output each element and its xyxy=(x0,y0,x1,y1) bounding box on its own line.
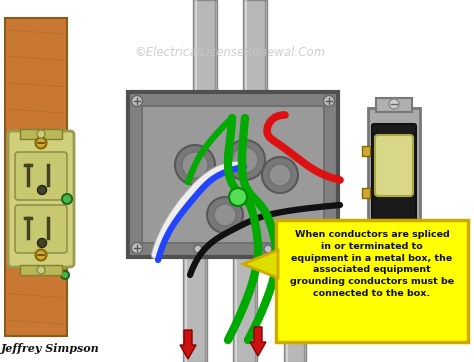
Circle shape xyxy=(232,147,258,173)
FancyBboxPatch shape xyxy=(368,108,420,256)
Circle shape xyxy=(389,99,399,109)
Circle shape xyxy=(358,231,368,241)
FancyBboxPatch shape xyxy=(375,135,413,196)
Circle shape xyxy=(36,138,46,148)
Circle shape xyxy=(225,140,265,180)
FancyBboxPatch shape xyxy=(8,131,74,267)
FancyBboxPatch shape xyxy=(243,0,267,100)
Circle shape xyxy=(36,249,46,261)
Circle shape xyxy=(262,157,298,193)
Circle shape xyxy=(390,222,398,230)
Text: ©ElectricalLicenseRenewal.Com: ©ElectricalLicenseRenewal.Com xyxy=(134,46,326,59)
FancyBboxPatch shape xyxy=(142,106,324,243)
Circle shape xyxy=(37,130,45,138)
Circle shape xyxy=(389,254,399,264)
Circle shape xyxy=(62,194,72,204)
Circle shape xyxy=(61,271,69,279)
Circle shape xyxy=(194,245,202,253)
Circle shape xyxy=(323,96,335,106)
Circle shape xyxy=(214,204,236,226)
FancyBboxPatch shape xyxy=(362,223,370,233)
FancyBboxPatch shape xyxy=(193,0,217,100)
FancyArrow shape xyxy=(180,330,196,359)
FancyBboxPatch shape xyxy=(362,146,370,156)
FancyBboxPatch shape xyxy=(233,248,257,362)
Circle shape xyxy=(207,197,243,233)
FancyBboxPatch shape xyxy=(20,129,62,139)
Text: Jeffrey Simpson: Jeffrey Simpson xyxy=(0,342,100,354)
Text: When conductors are spliced
in or terminated to
equipment in a metal box, the
as: When conductors are spliced in or termin… xyxy=(290,230,454,298)
Circle shape xyxy=(175,145,215,185)
Circle shape xyxy=(37,239,46,248)
FancyBboxPatch shape xyxy=(5,18,67,336)
FancyBboxPatch shape xyxy=(284,248,306,362)
FancyBboxPatch shape xyxy=(183,248,207,362)
FancyBboxPatch shape xyxy=(20,265,62,275)
Circle shape xyxy=(264,245,272,253)
FancyBboxPatch shape xyxy=(376,252,412,266)
FancyBboxPatch shape xyxy=(15,205,67,253)
Circle shape xyxy=(37,266,45,274)
Circle shape xyxy=(37,185,46,194)
Circle shape xyxy=(131,243,143,253)
Circle shape xyxy=(229,188,247,206)
FancyBboxPatch shape xyxy=(15,152,67,200)
Circle shape xyxy=(323,243,335,253)
FancyBboxPatch shape xyxy=(376,98,412,112)
Circle shape xyxy=(131,96,143,106)
FancyArrow shape xyxy=(250,327,266,356)
FancyBboxPatch shape xyxy=(372,124,416,240)
Circle shape xyxy=(269,164,291,186)
FancyBboxPatch shape xyxy=(128,92,338,257)
Polygon shape xyxy=(243,250,278,278)
FancyBboxPatch shape xyxy=(276,220,468,342)
Circle shape xyxy=(182,152,208,178)
FancyBboxPatch shape xyxy=(362,188,370,198)
